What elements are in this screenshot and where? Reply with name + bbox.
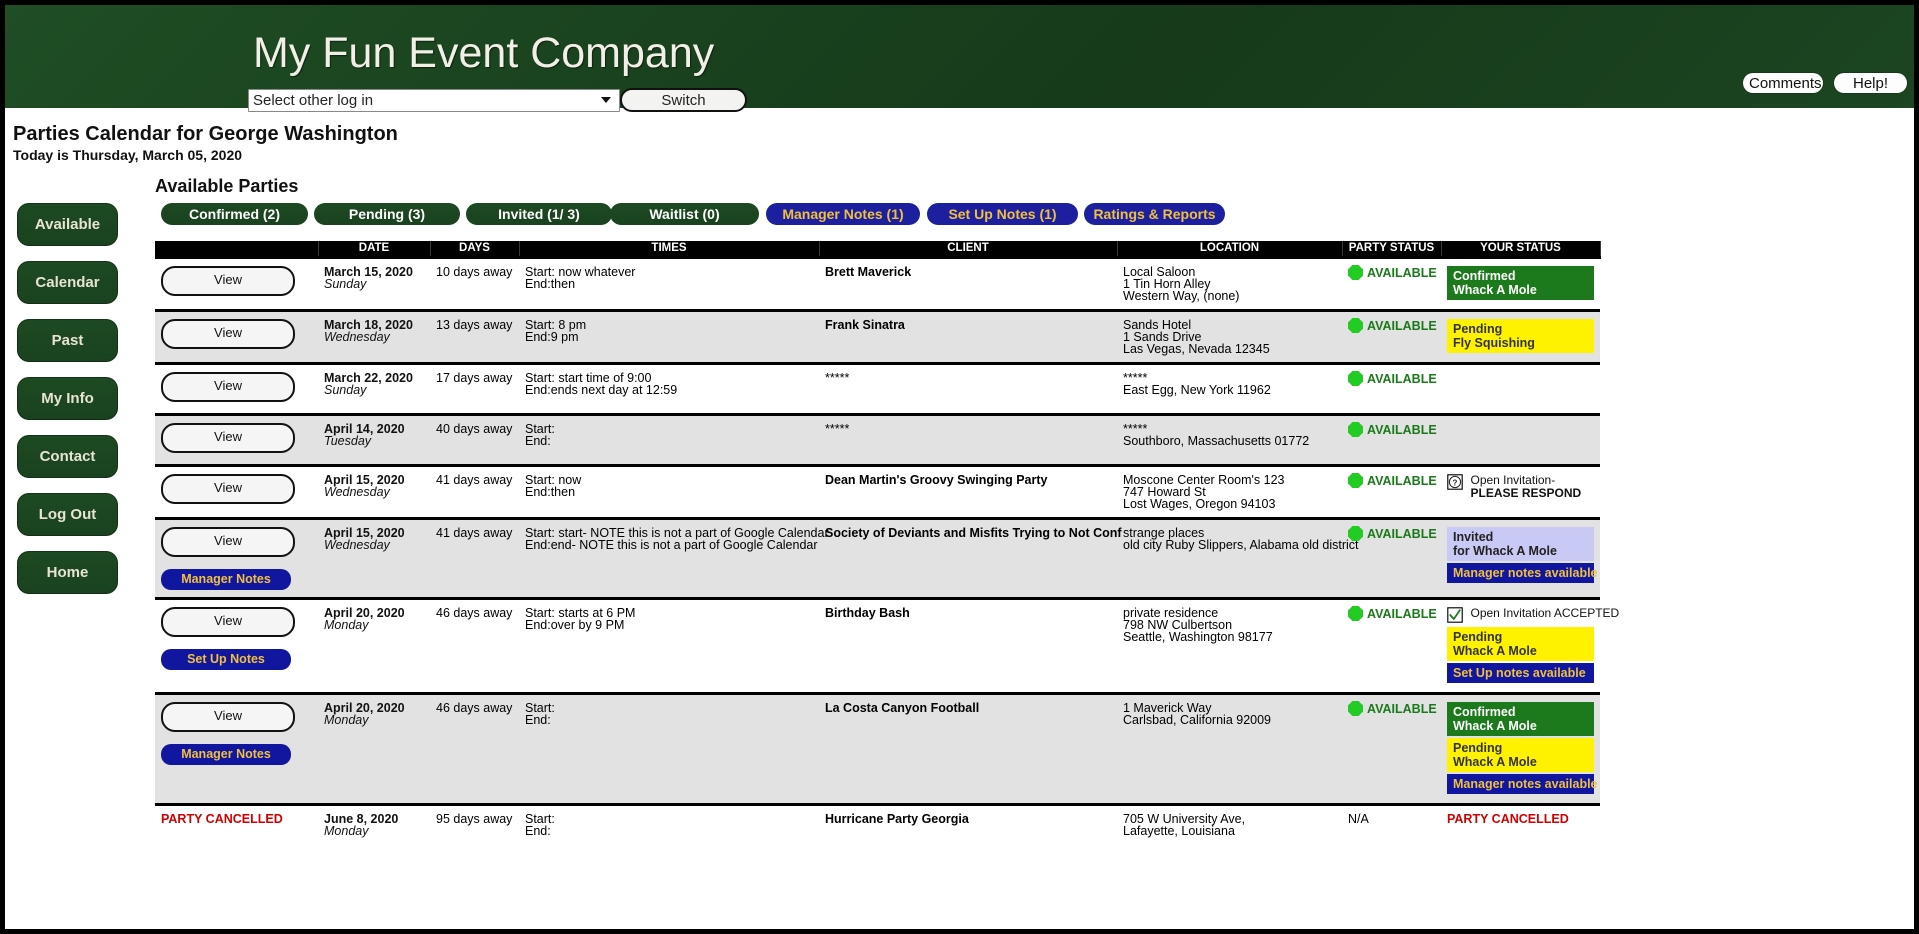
svg-text:?: ?	[1453, 479, 1458, 488]
